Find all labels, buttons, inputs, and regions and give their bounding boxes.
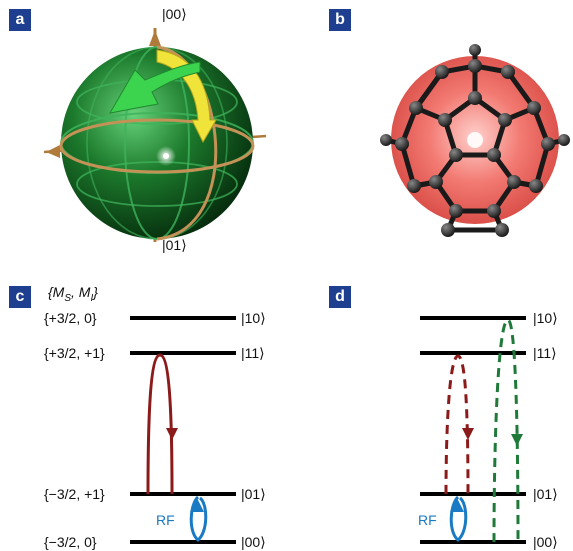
header-sub-i: I bbox=[90, 292, 94, 304]
dashed-red-transition bbox=[444, 354, 470, 495]
panel-label-c: c bbox=[9, 286, 31, 308]
level-d-0-right: |10⟩ bbox=[533, 310, 558, 326]
energy-levels-d bbox=[420, 316, 526, 544]
level-d-1-right: |11⟩ bbox=[533, 345, 557, 361]
header-close: } bbox=[93, 284, 98, 300]
ket-top-label: |00⟩ bbox=[162, 6, 187, 22]
mw-transition-arrow bbox=[146, 353, 174, 495]
header-open: {M bbox=[48, 284, 65, 300]
panel-label-a: a bbox=[9, 9, 31, 31]
level-d-2-right: |01⟩ bbox=[533, 486, 558, 502]
rf-label-c: RF bbox=[156, 512, 175, 528]
level-c-3-left: {−3/2, 0} bbox=[44, 534, 97, 550]
level-c-2-right: |01⟩ bbox=[241, 486, 266, 502]
energy-levels-c bbox=[130, 316, 236, 544]
panel-label-d: d bbox=[329, 286, 351, 308]
header-sub-s: S bbox=[64, 292, 72, 304]
rf-label-d: RF bbox=[418, 512, 437, 528]
level-c-1-right: |11⟩ bbox=[241, 345, 265, 361]
quantum-number-header: {MS, MI} bbox=[48, 284, 98, 304]
ket-bottom-label: |01⟩ bbox=[162, 237, 187, 253]
level-c-0-left: {+3/2, 0} bbox=[44, 310, 97, 326]
level-c-2-left: {−3/2, +1} bbox=[44, 486, 105, 502]
panel-label-b: b bbox=[329, 9, 351, 31]
level-c-0-right: |10⟩ bbox=[241, 310, 266, 326]
level-d-3-right: |00⟩ bbox=[533, 534, 558, 550]
level-c-1-left: {+3/2, +1} bbox=[44, 345, 105, 361]
bloch-sphere-illustration bbox=[43, 28, 267, 242]
header-mid: , M bbox=[71, 284, 91, 300]
fullerene-cage-illustration bbox=[380, 44, 570, 237]
level-c-3-right: |00⟩ bbox=[241, 534, 266, 550]
